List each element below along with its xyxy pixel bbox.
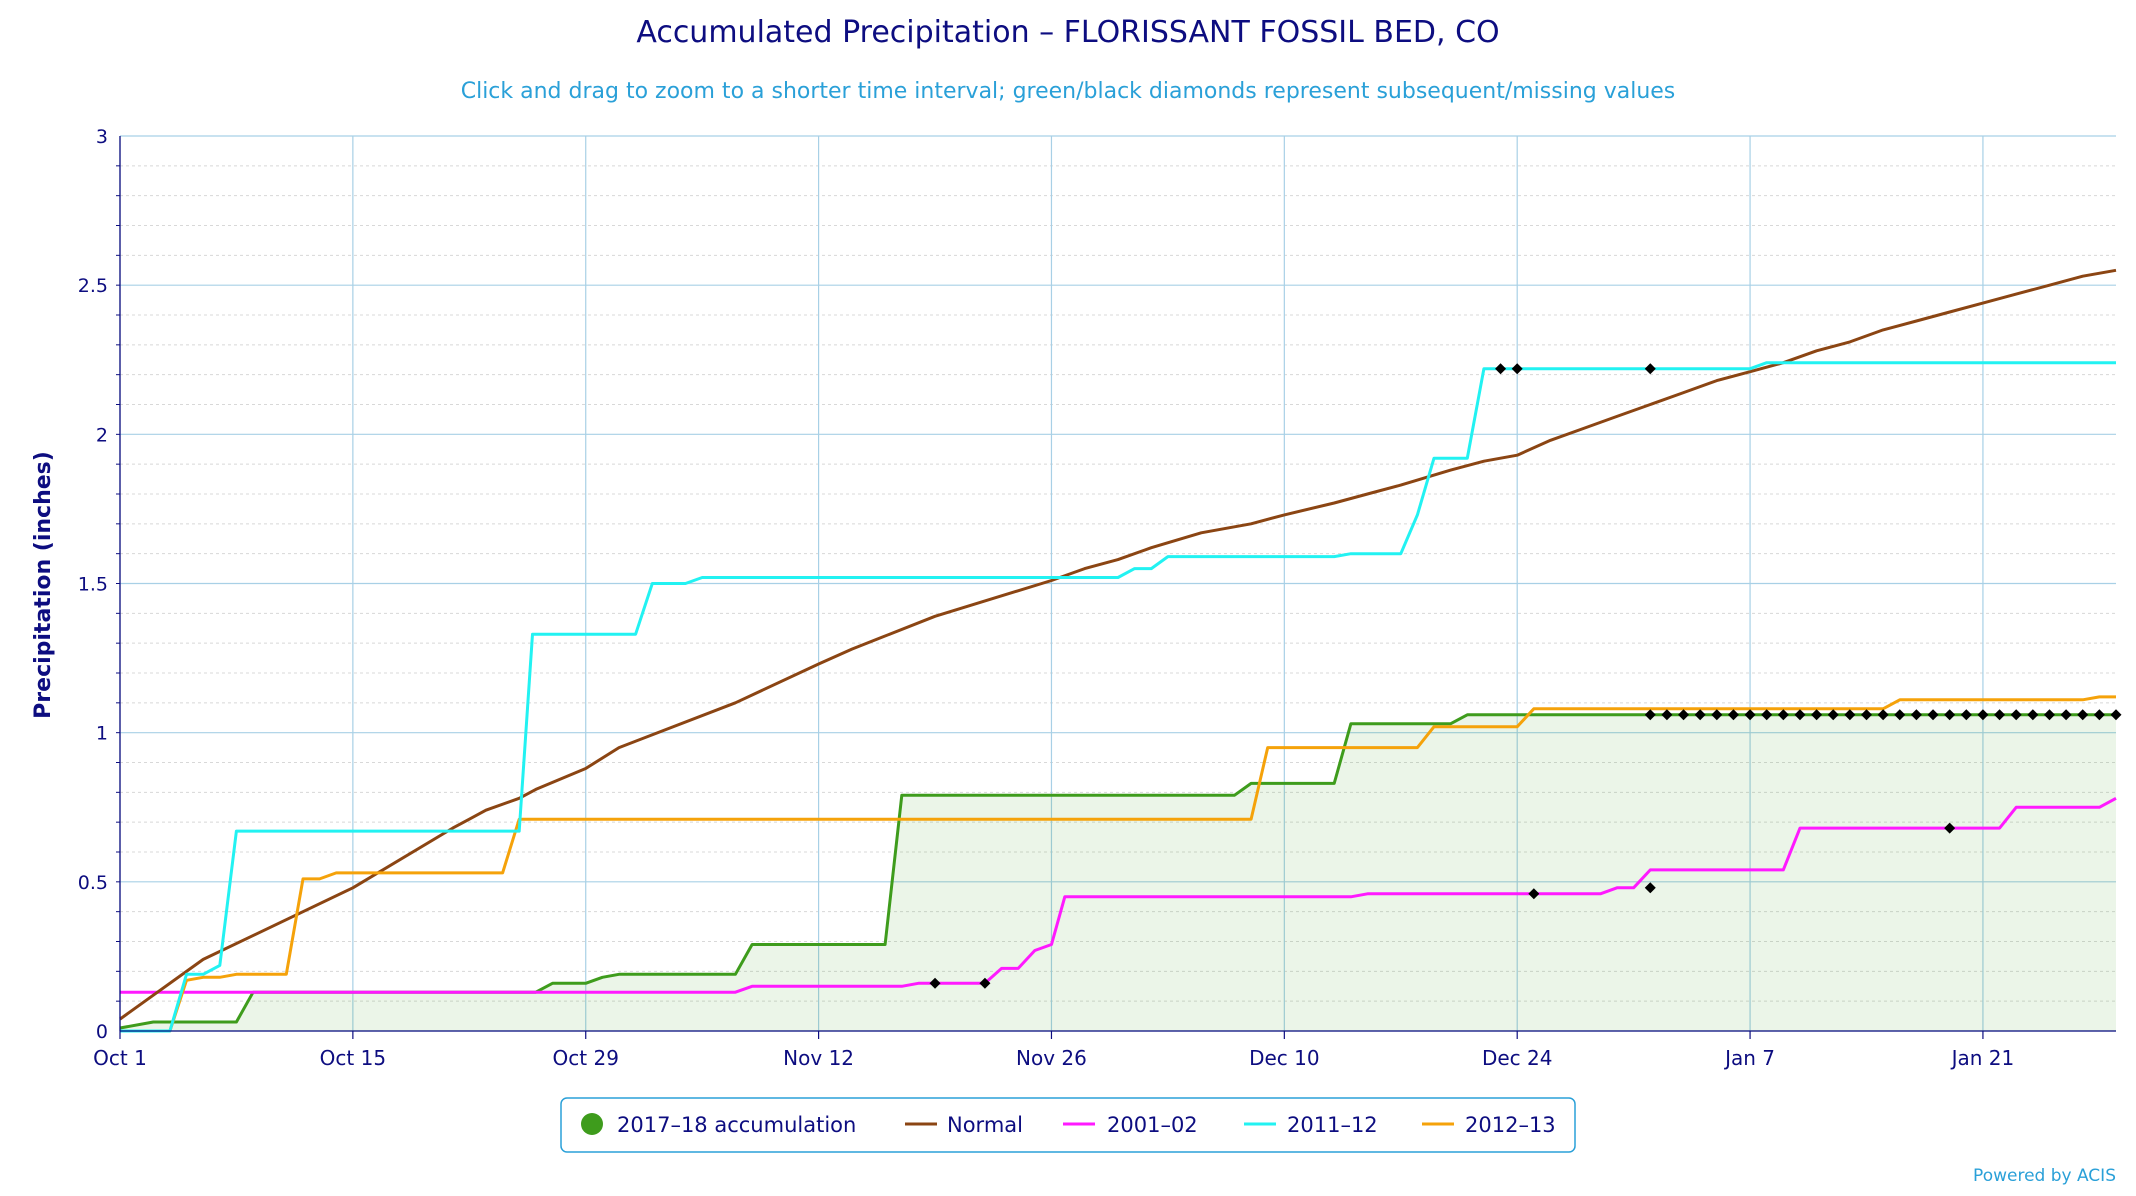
missing-marker-2017-18-accumulation: [1678, 709, 1690, 721]
missing-marker-2017-18-accumulation: [1711, 709, 1723, 721]
missing-marker-2001-02: [1528, 888, 1540, 900]
missing-marker-2011-12: [1511, 363, 1523, 375]
series-area-2017-18-accumulation: [120, 714, 2116, 1031]
x-tick-label: Nov 12: [783, 1046, 854, 1070]
missing-marker-2011-12: [1644, 363, 1656, 375]
y-tick-label: 2.5: [78, 275, 108, 297]
legend-item-normal[interactable]: Normal: [905, 1113, 1023, 1137]
chart-subtitle: Click and drag to zoom to a shorter time…: [461, 79, 1676, 104]
legend-item-2012-13[interactable]: 2012–13: [1422, 1113, 1556, 1137]
legend: 2017–18 accumulation Normal 2001–02 2011…: [560, 1097, 1576, 1153]
y-tick-label: 3: [96, 126, 108, 148]
missing-marker-2017-18-accumulation: [1861, 709, 1872, 721]
missing-marker-2017-18-accumulation: [2110, 709, 2122, 721]
missing-marker-2017-18-accumulation: [1644, 709, 1656, 721]
x-tick-label: Dec 10: [1249, 1046, 1320, 1070]
legend-item-2001-02[interactable]: 2001–02: [1063, 1113, 1198, 1137]
missing-marker-2017-18-accumulation: [1694, 709, 1706, 721]
y-tick-label: 0: [96, 1021, 108, 1043]
x-tick-label: Dec 24: [1482, 1046, 1553, 1070]
credit-link[interactable]: Powered by ACIS: [1973, 1166, 2116, 1186]
legend-label-2011-12: 2011–12: [1287, 1113, 1378, 1137]
missing-marker-2017-18-accumulation: [1727, 709, 1739, 721]
x-tick-label: Jan 21: [1950, 1046, 2015, 1070]
missing-marker-2017-18-accumulation: [2043, 709, 2055, 721]
missing-marker-2017-18-accumulation: [2010, 709, 2022, 721]
missing-marker-2017-18-accumulation: [1960, 709, 1972, 721]
chart-title: Accumulated Precipitation – FLORISSANT F…: [636, 15, 1499, 50]
y-tick-label: 1.5: [78, 574, 108, 596]
missing-marker-2017-18-accumulation: [1894, 709, 1906, 721]
missing-marker-2017-18-accumulation: [1977, 709, 1989, 721]
y-tick-label: 0.5: [78, 872, 108, 894]
legend-label-2012-13: 2012–13: [1465, 1113, 1556, 1137]
missing-marker-2017-18-accumulation: [1794, 709, 1806, 721]
series-line-2011-12[interactable]: [120, 361, 2116, 1033]
missing-marker-2001-02: [979, 977, 991, 989]
legend-label-normal: Normal: [947, 1113, 1023, 1137]
missing-marker-2017-18-accumulation: [1811, 709, 1823, 721]
missing-marker-2017-18-accumulation: [1944, 709, 1956, 721]
x-tick-label: Jan 7: [1723, 1046, 1775, 1070]
legend-item-2011-12[interactable]: 2011–12: [1244, 1113, 1378, 1137]
series-line-2001-02[interactable]: [120, 796, 2117, 994]
missing-marker-2017-18-accumulation: [1877, 709, 1889, 721]
x-tick-label: Oct 1: [93, 1046, 147, 1070]
legend-label-2017-18: 2017–18 accumulation: [617, 1113, 856, 1137]
missing-marker-2017-18-accumulation: [2027, 709, 2039, 721]
y-tick-label: 1: [96, 723, 108, 745]
missing-marker-2001-02: [1644, 882, 1656, 894]
missing-marker-2017-18-accumulation: [1744, 709, 1756, 721]
series-line-normal[interactable]: [119, 268, 2117, 1021]
missing-marker-2017-18-accumulation: [1844, 709, 1856, 721]
legend-label-2001-02: 2001–02: [1107, 1113, 1198, 1137]
x-tick-label: Oct 29: [553, 1046, 619, 1070]
legend-item-2017-18[interactable]: 2017–18 accumulation: [581, 1113, 856, 1137]
missing-marker-2017-18-accumulation: [2060, 709, 2072, 721]
x-tick-label: Oct 15: [320, 1046, 386, 1070]
missing-marker-2017-18-accumulation: [1661, 709, 1673, 721]
missing-marker-2011-12: [1495, 363, 1507, 375]
missing-marker-2017-18-accumulation: [1777, 709, 1789, 721]
y-tick-label: 2: [96, 424, 108, 446]
missing-marker-2017-18-accumulation: [1927, 709, 1939, 721]
missing-marker-2017-18-accumulation: [1994, 709, 2006, 721]
missing-marker-2017-18-accumulation: [2093, 709, 2105, 721]
y-axis-label: Precipitation (inches): [31, 451, 56, 719]
x-tick-label: Nov 26: [1016, 1046, 1087, 1070]
missing-marker-2017-18-accumulation: [1910, 709, 1922, 721]
missing-marker-2001-02: [1944, 822, 1956, 834]
missing-marker-2017-18-accumulation: [2077, 709, 2089, 721]
missing-marker-2017-18-accumulation: [1827, 709, 1839, 721]
legend-swatch-2017-18: [581, 1113, 603, 1135]
missing-marker-2017-18-accumulation: [1761, 709, 1773, 721]
missing-marker-2001-02: [929, 977, 941, 989]
